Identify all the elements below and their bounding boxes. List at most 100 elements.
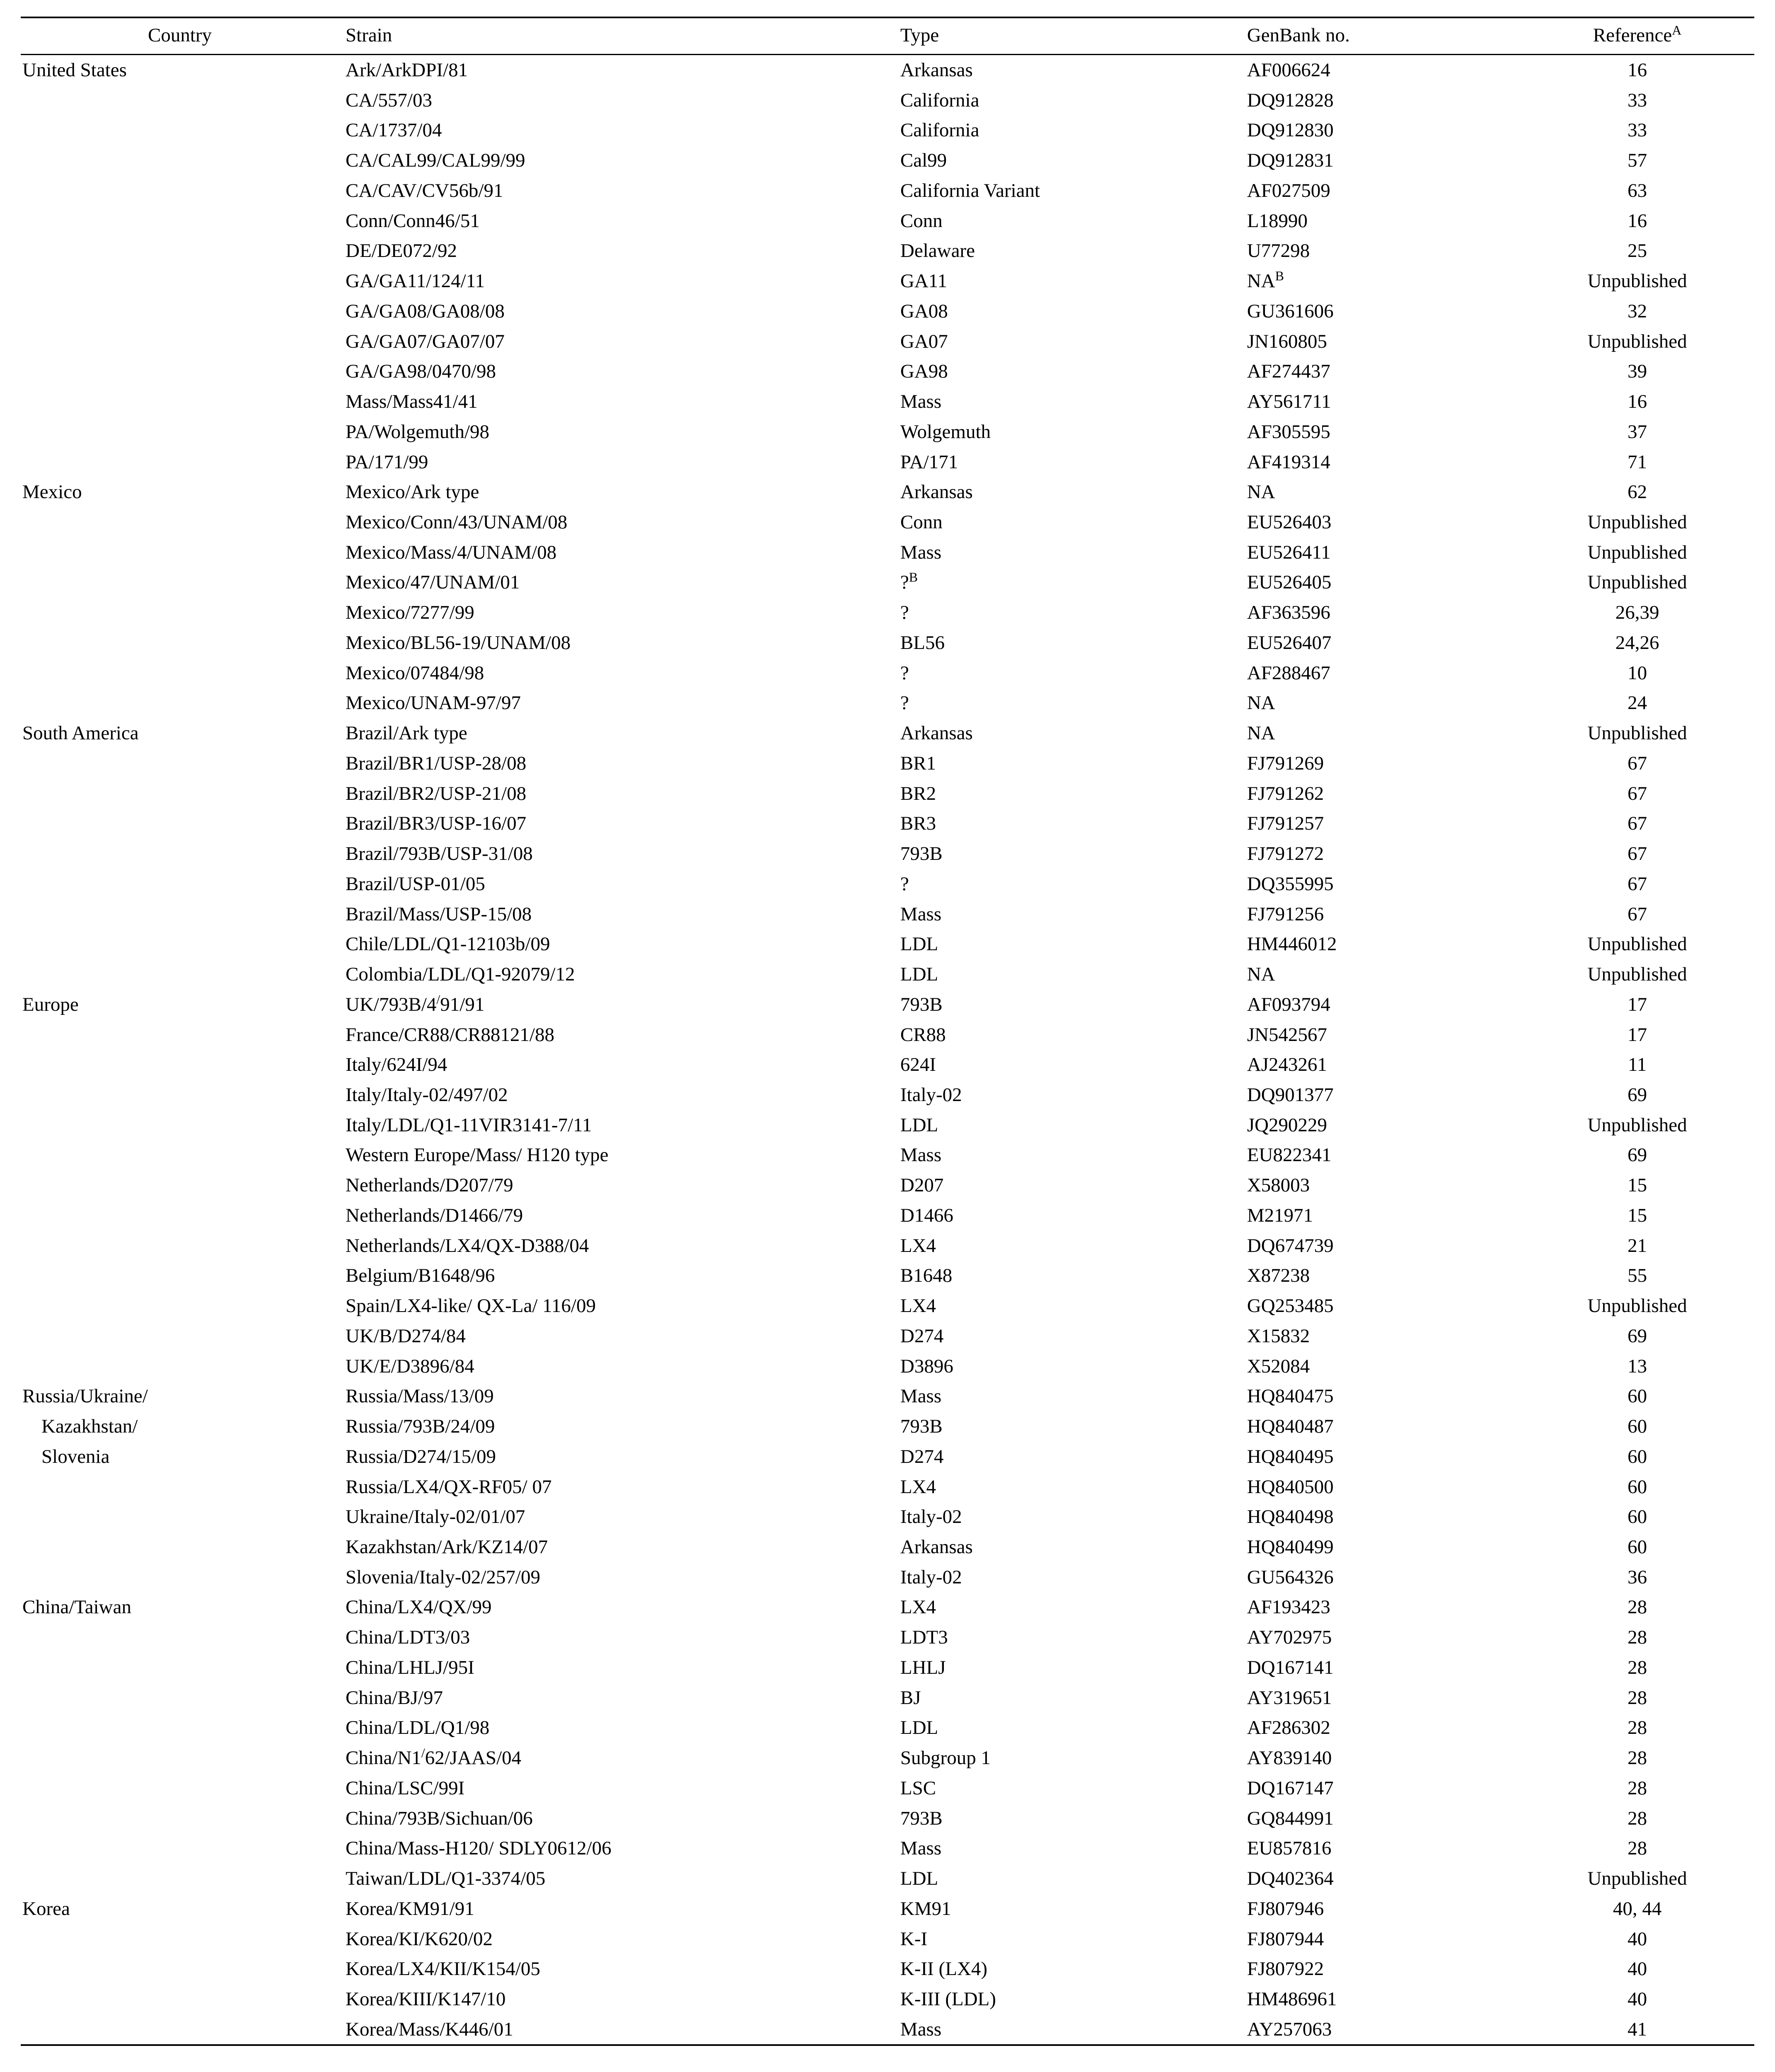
cell-type: Mass	[896, 537, 1243, 568]
table-row: Russia/Ukraine/Russia/Mass/13/09MassHQ84…	[21, 1381, 1754, 1411]
cell-reference: 16	[1520, 387, 1754, 417]
cell-strain: Western Europe/Mass/ H120 type	[341, 1140, 896, 1170]
cell-strain: GA/GA07/GA07/07	[341, 327, 896, 357]
cell-country	[21, 598, 341, 628]
cell-country	[21, 1502, 341, 1532]
table-row: CA/1737/04CaliforniaDQ91283033	[21, 115, 1754, 145]
cell-genbank: NA	[1243, 959, 1520, 990]
cell-type: D3896	[896, 1351, 1243, 1382]
cell-type: Mass	[896, 1833, 1243, 1864]
cell-reference: 28	[1520, 1622, 1754, 1653]
cell-reference: 40	[1520, 1984, 1754, 2014]
cell-country	[21, 1773, 341, 1803]
cell-country: United States	[21, 55, 341, 85]
table-row: China/BJ/97BJAY31965128	[21, 1683, 1754, 1713]
cell-genbank: M21971	[1243, 1201, 1520, 1231]
cell-type: BL56	[896, 628, 1243, 658]
cell-type: GA11	[896, 266, 1243, 296]
table-row: Mexico/Conn/43/UNAM/08ConnEU526403Unpubl…	[21, 507, 1754, 537]
cell-reference: Unpublished	[1520, 567, 1754, 598]
cell-genbank: X15832	[1243, 1321, 1520, 1351]
cell-reference: Unpublished	[1520, 959, 1754, 990]
cell-reference: 55	[1520, 1261, 1754, 1291]
table-row: UK/B/D274/84D274X1583269	[21, 1321, 1754, 1351]
cell-genbank: JN542567	[1243, 1020, 1520, 1050]
cell-reference: 21	[1520, 1231, 1754, 1261]
cell-strain: Korea/KM91/91	[341, 1894, 896, 1924]
cell-reference: Unpublished	[1520, 1110, 1754, 1140]
cell-strain: Kazakhstan/Ark/KZ14/07	[341, 1532, 896, 1562]
cell-genbank: HQ840499	[1243, 1532, 1520, 1562]
cell-type: California Variant	[896, 176, 1243, 206]
cell-genbank: AY561711	[1243, 387, 1520, 417]
cell-reference: 67	[1520, 808, 1754, 839]
cell-type: Mass	[896, 899, 1243, 929]
cell-type: LX4	[896, 1231, 1243, 1261]
cell-genbank: NAB	[1243, 266, 1520, 296]
cell-strain: Taiwan/LDL/Q1-3374/05	[341, 1864, 896, 1894]
cell-country	[21, 145, 341, 176]
cell-country	[21, 658, 341, 688]
cell-reference: 69	[1520, 1080, 1754, 1110]
cell-strain: Italy/624I/94	[341, 1050, 896, 1080]
header-genbank: GenBank no.	[1243, 17, 1520, 55]
cell-genbank: DQ355995	[1243, 869, 1520, 899]
cell-genbank: DQ674739	[1243, 1231, 1520, 1261]
cell-strain: CA/557/03	[341, 85, 896, 116]
cell-reference: 67	[1520, 899, 1754, 929]
cell-strain: Mexico/Ark type	[341, 477, 896, 507]
cell-country	[21, 1140, 341, 1170]
cell-strain: Italy/Italy-02/497/02	[341, 1080, 896, 1110]
cell-strain: Korea/Mass/K446/01	[341, 2014, 896, 2045]
cell-reference: 32	[1520, 296, 1754, 327]
cell-reference: 67	[1520, 839, 1754, 869]
header-type: Type	[896, 17, 1243, 55]
cell-country	[21, 115, 341, 145]
cell-strain: UK/793B/4/91/91	[341, 990, 896, 1020]
cell-genbank: HQ840487	[1243, 1411, 1520, 1442]
cell-type: LDL	[896, 1864, 1243, 1894]
table-row: GA/GA98/0470/98GA98AF27443739	[21, 356, 1754, 387]
cell-strain: Mexico/BL56-19/UNAM/08	[341, 628, 896, 658]
cell-country	[21, 1351, 341, 1382]
cell-country	[21, 507, 341, 537]
cell-country	[21, 85, 341, 116]
cell-genbank: AF193423	[1243, 1592, 1520, 1622]
cell-genbank: DQ912830	[1243, 115, 1520, 145]
table-row: Korea/KI/K620/02K-IFJ80794440	[21, 1924, 1754, 1954]
cell-reference: Unpublished	[1520, 1864, 1754, 1894]
table-row: China/LDL/Q1/98LDLAF28630228	[21, 1713, 1754, 1743]
cell-strain: Russia/D274/15/09	[341, 1442, 896, 1472]
cell-type: California	[896, 85, 1243, 116]
cell-country	[21, 1472, 341, 1502]
cell-type: LX4	[896, 1472, 1243, 1502]
cell-strain: Brazil/BR2/USP-21/08	[341, 779, 896, 809]
cell-strain: Colombia/LDL/Q1-92079/12	[341, 959, 896, 990]
cell-reference: 28	[1520, 1653, 1754, 1683]
cell-country	[21, 206, 341, 236]
cell-reference: 16	[1520, 206, 1754, 236]
cell-country	[21, 537, 341, 568]
cell-reference: 63	[1520, 176, 1754, 206]
cell-strain: CA/1737/04	[341, 115, 896, 145]
cell-type: ?	[896, 869, 1243, 899]
cell-type: LDL	[896, 1713, 1243, 1743]
cell-reference: Unpublished	[1520, 507, 1754, 537]
cell-genbank: AF027509	[1243, 176, 1520, 206]
table-row: Italy/Italy-02/497/02Italy-02DQ90137769	[21, 1080, 1754, 1110]
cell-type: BR3	[896, 808, 1243, 839]
table-row: Ukraine/Italy-02/01/07Italy-02HQ84049860	[21, 1502, 1754, 1532]
cell-strain: Italy/LDL/Q1-11VIR3141-7/11	[341, 1110, 896, 1140]
cell-genbank: HM446012	[1243, 929, 1520, 959]
cell-strain: Russia/Mass/13/09	[341, 1381, 896, 1411]
cell-reference: 13	[1520, 1351, 1754, 1382]
cell-type: California	[896, 115, 1243, 145]
cell-strain: PA/Wolgemuth/98	[341, 417, 896, 447]
cell-strain: Spain/LX4-like/ QX-La/ 116/09	[341, 1291, 896, 1321]
cell-strain: China/LX4/QX/99	[341, 1592, 896, 1622]
table-row: CA/CAV/CV56b/91California VariantAF02750…	[21, 176, 1754, 206]
cell-country: Kazakhstan/	[21, 1411, 341, 1442]
cell-genbank: NA	[1243, 688, 1520, 718]
cell-type: 793B	[896, 990, 1243, 1020]
cell-reference: 60	[1520, 1532, 1754, 1562]
